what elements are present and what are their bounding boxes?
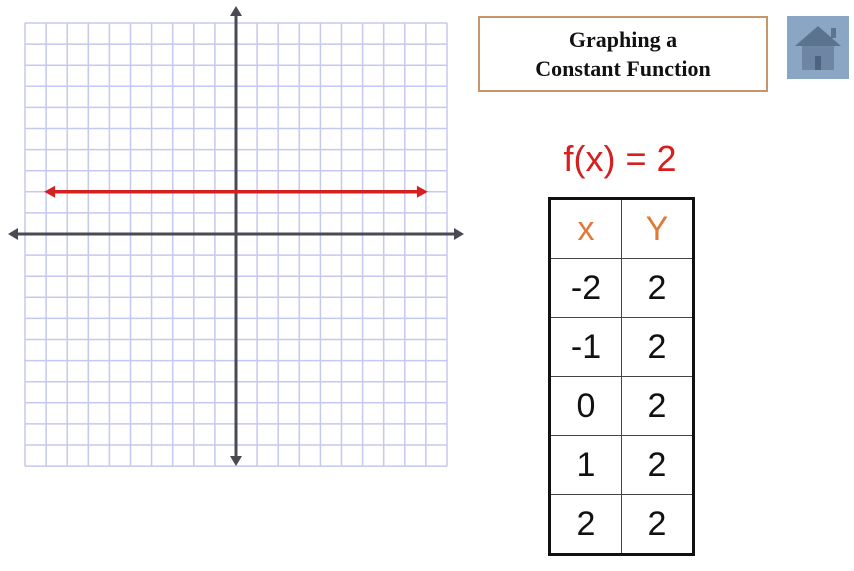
function-label: f(x) = 2 [563, 138, 677, 179]
header-y: Y [621, 198, 694, 259]
header-x: x [549, 198, 622, 259]
x-axis-arrow-left [8, 228, 18, 240]
coordinate-graph [8, 6, 464, 467]
home-icon [795, 26, 841, 70]
title-line2: Constant Function [535, 56, 711, 81]
x-axis-arrow-right [454, 228, 464, 240]
cell-x: 2 [549, 494, 622, 555]
line-arrow-left [44, 185, 56, 198]
title-box: Graphing a Constant Function [478, 16, 768, 92]
cell-y: 2 [621, 494, 694, 555]
title-line1: Graphing a [568, 27, 678, 52]
y-axis-arrow-up [230, 6, 242, 16]
cell-x: 1 [549, 435, 622, 495]
cell-y: 2 [621, 376, 694, 436]
home-button[interactable] [787, 16, 849, 79]
table-row: -2 2 [549, 258, 694, 318]
table-row: -1 2 [549, 317, 694, 377]
cell-x: -2 [549, 258, 622, 318]
cell-y: 2 [621, 435, 694, 495]
cell-y: 2 [621, 258, 694, 318]
cell-y: 2 [621, 317, 694, 377]
line-arrow-right [416, 185, 428, 198]
y-axis-arrow-down [230, 456, 242, 466]
table-header-row: x Y [549, 198, 694, 259]
cell-x: 0 [549, 376, 622, 436]
cell-x: -1 [549, 317, 622, 377]
